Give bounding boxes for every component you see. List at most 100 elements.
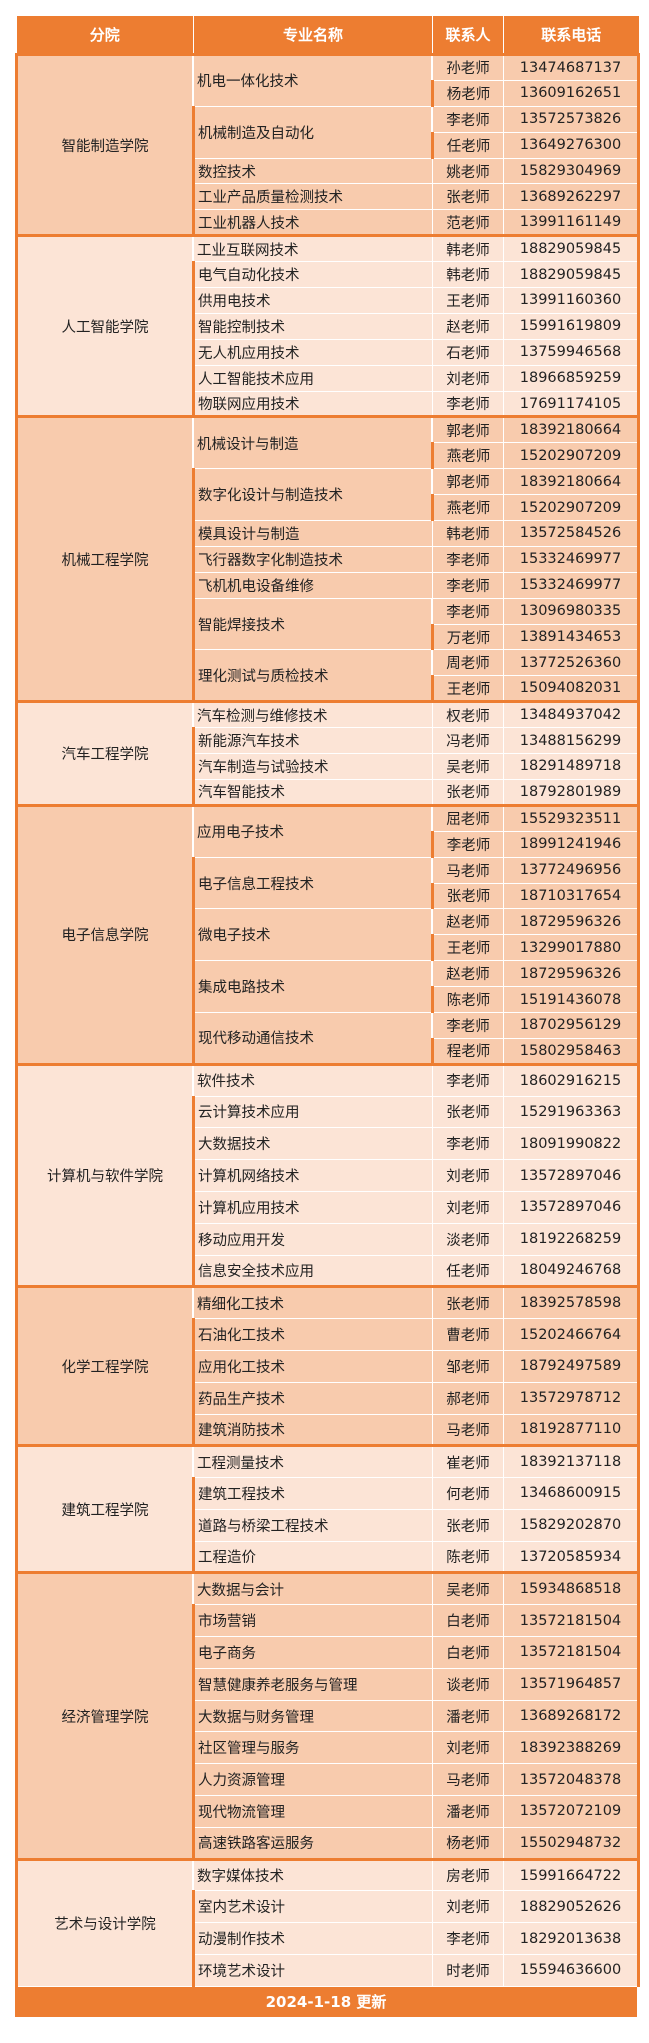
contact-phone: 13572978712 <box>503 1381 640 1415</box>
contact-phone: 18291489718 <box>503 753 640 780</box>
college-section: 艺术与设计学院 数字媒体技术 房老师 15991664722 室内艺术设计 刘老师 1882… <box>15 1857 640 1987</box>
table-row: 汽车智能技术 张老师 18792801989 <box>17 778 640 806</box>
contact-person: 万老师 <box>431 623 504 651</box>
table-row: 理化测试与质检技术 周老师 13772526360 <box>17 649 640 703</box>
table-row: 建筑工程技术 何老师 13468600915 <box>17 1477 640 1510</box>
major-name: 机电一体化技术 <box>193 53 433 107</box>
contact-table: 分院 专业名称 联系人 联系电话 智能制造学院 机电一体化技术 孙老师 1347468… <box>15 16 640 1987</box>
contact-phone: 13096980335 <box>503 597 640 625</box>
contact-phone: 18392180664 <box>503 468 640 496</box>
college-section: 电子信息学院 应用电子技术 屈老师 15529323511 李老师 18991241946… <box>15 803 640 1065</box>
contact-phone: 18392388269 <box>503 1731 640 1765</box>
header-contact: 联系人 <box>432 16 504 55</box>
table-row: 程老师 15802958463 <box>17 1037 640 1065</box>
major-name: 汽车智能技术 <box>192 778 433 806</box>
table-row: 燕老师 15202907209 <box>17 442 640 470</box>
contact-person: 范老师 <box>432 209 504 237</box>
major-name: 数字化设计与制造技术 <box>192 468 433 522</box>
major-name: 信息安全技术应用 <box>192 1254 433 1288</box>
contact-person: 陈老师 <box>432 1540 504 1574</box>
college-name: 汽车工程学院 <box>15 700 194 806</box>
major-name: 社区管理与服务 <box>192 1731 433 1765</box>
major-name: 机械制造及自动化 <box>192 105 433 159</box>
contact-phone: 18392137118 <box>503 1444 640 1479</box>
contact-person: 潘老师 <box>432 1795 504 1828</box>
table-row: 石油化工技术 曹老师 15202466764 <box>17 1318 640 1351</box>
contact-phone: 17691174105 <box>503 390 640 418</box>
major-name: 建筑消防技术 <box>192 1413 433 1447</box>
contact-phone: 13720585934 <box>503 1540 640 1574</box>
major-name: 数控技术 <box>192 157 433 185</box>
contact-phone: 15094082031 <box>503 675 640 703</box>
header-college: 分院 <box>16 16 194 55</box>
table-row: 社区管理与服务 刘老师 18392388269 <box>17 1731 640 1765</box>
contact-person: 孙老师 <box>432 53 504 81</box>
contact-phone: 18192268259 <box>503 1222 640 1256</box>
table-row: 机械制造及自动化 李老师 13572573826 <box>17 105 640 159</box>
contact-phone: 15802958463 <box>503 1037 640 1065</box>
contact-person: 姚老师 <box>432 157 504 185</box>
major-name: 智慧健康养老服务与管理 <box>192 1667 433 1701</box>
table-row: 集成电路技术 赵老师 18729596326 <box>17 960 640 1013</box>
major-name: 道路与桥梁工程技术 <box>192 1508 433 1542</box>
table-row: 大数据与财务管理 潘老师 13689268172 <box>17 1699 640 1733</box>
table-row: 电子商务 白老师 13572181504 <box>17 1636 640 1669</box>
contact-phone: 15202466764 <box>503 1318 640 1351</box>
contact-person: 李老师 <box>432 597 504 625</box>
contact-phone: 18602916215 <box>503 1062 640 1097</box>
table-row: 汽车工程学院 汽车检测与维修技术 权老师 13484937042 <box>15 700 640 806</box>
major-name: 飞行器数字化制造技术 <box>192 545 433 573</box>
contact-person: 王老师 <box>431 675 504 703</box>
table-row: 药品生产技术 郝老师 13572978712 <box>17 1381 640 1415</box>
table-row: 人工智能学院 工业互联网技术 韩老师 18829059845 <box>15 234 640 418</box>
table-row: 云计算技术应用 张老师 15291963363 <box>17 1095 640 1129</box>
table-row: 智能焊接技术 李老师 13096980335 <box>17 597 640 651</box>
college-name: 机械工程学院 <box>15 415 194 703</box>
major-name: 大数据与财务管理 <box>192 1699 433 1733</box>
contact-phone: 18049246768 <box>503 1254 640 1288</box>
major-name: 精细化工技术 <box>193 1285 433 1320</box>
major-name: 人工智能技术应用 <box>192 364 433 392</box>
contact-phone: 15332469977 <box>503 545 640 573</box>
table-row: 大数据技术 李老师 18091990822 <box>17 1127 640 1161</box>
contact-person: 李老师 <box>432 1011 504 1039</box>
table-row: 化学工程学院 精细化工技术 张老师 18392578598 <box>15 1285 640 1447</box>
table-row: 计算机网络技术 刘老师 13572897046 <box>17 1159 640 1192</box>
contact-phone: 13299017880 <box>503 934 640 962</box>
major-name: 飞机机电设备维修 <box>192 571 433 599</box>
contact-phone: 13572897046 <box>503 1190 640 1224</box>
contact-phone: 15291963363 <box>503 1095 640 1129</box>
contact-person: 韩老师 <box>432 261 504 289</box>
major-name: 市场营销 <box>192 1604 433 1638</box>
college-section: 计算机与软件学院 软件技术 李老师 18602916215 云计算技术应用 张老师 1529… <box>15 1062 640 1288</box>
table-row: 应用化工技术 邹老师 18792497589 <box>17 1349 640 1383</box>
contact-phone: 15202907209 <box>503 442 640 470</box>
contact-person: 王老师 <box>432 287 504 314</box>
table-row: 建筑消防技术 马老师 18192877110 <box>17 1413 640 1447</box>
contact-person: 刘老师 <box>432 364 504 392</box>
contact-person: 李老师 <box>431 830 504 858</box>
contact-person: 吴老师 <box>432 1571 504 1606</box>
table-row: 智慧健康养老服务与管理 谈老师 13571964857 <box>17 1667 640 1701</box>
contact-phone: 13484937042 <box>503 700 640 729</box>
table-row: 智能制造学院 机电一体化技术 孙老师 13474687137 <box>15 52 640 237</box>
major-name: 工业机器人技术 <box>192 209 433 237</box>
update-footer: 2024-1-18 更新 <box>15 1986 637 2017</box>
contact-person: 张老师 <box>432 183 504 211</box>
contact-person: 马老师 <box>432 856 504 884</box>
contact-person: 赵老师 <box>432 312 504 340</box>
contact-phone: 13572181504 <box>503 1636 640 1669</box>
college-section: 智能制造学院 机电一体化技术 孙老师 13474687137 杨老师 1360916265… <box>15 52 640 237</box>
contact-person: 权老师 <box>432 700 504 729</box>
contact-person: 陈老师 <box>431 986 504 1013</box>
contact-person: 李老师 <box>432 545 504 573</box>
contact-phone: 18829059845 <box>503 234 640 263</box>
contact-person: 何老师 <box>432 1477 504 1510</box>
header-phone: 联系电话 <box>503 16 639 55</box>
contact-person: 杨老师 <box>432 1826 504 1860</box>
major-name: 环境艺术设计 <box>192 1954 433 1987</box>
contact-phone: 13772526360 <box>503 649 640 677</box>
major-name: 现代物流管理 <box>192 1795 433 1828</box>
contact-phone: 13689262297 <box>503 183 640 211</box>
contact-phone: 18192877110 <box>503 1413 640 1447</box>
